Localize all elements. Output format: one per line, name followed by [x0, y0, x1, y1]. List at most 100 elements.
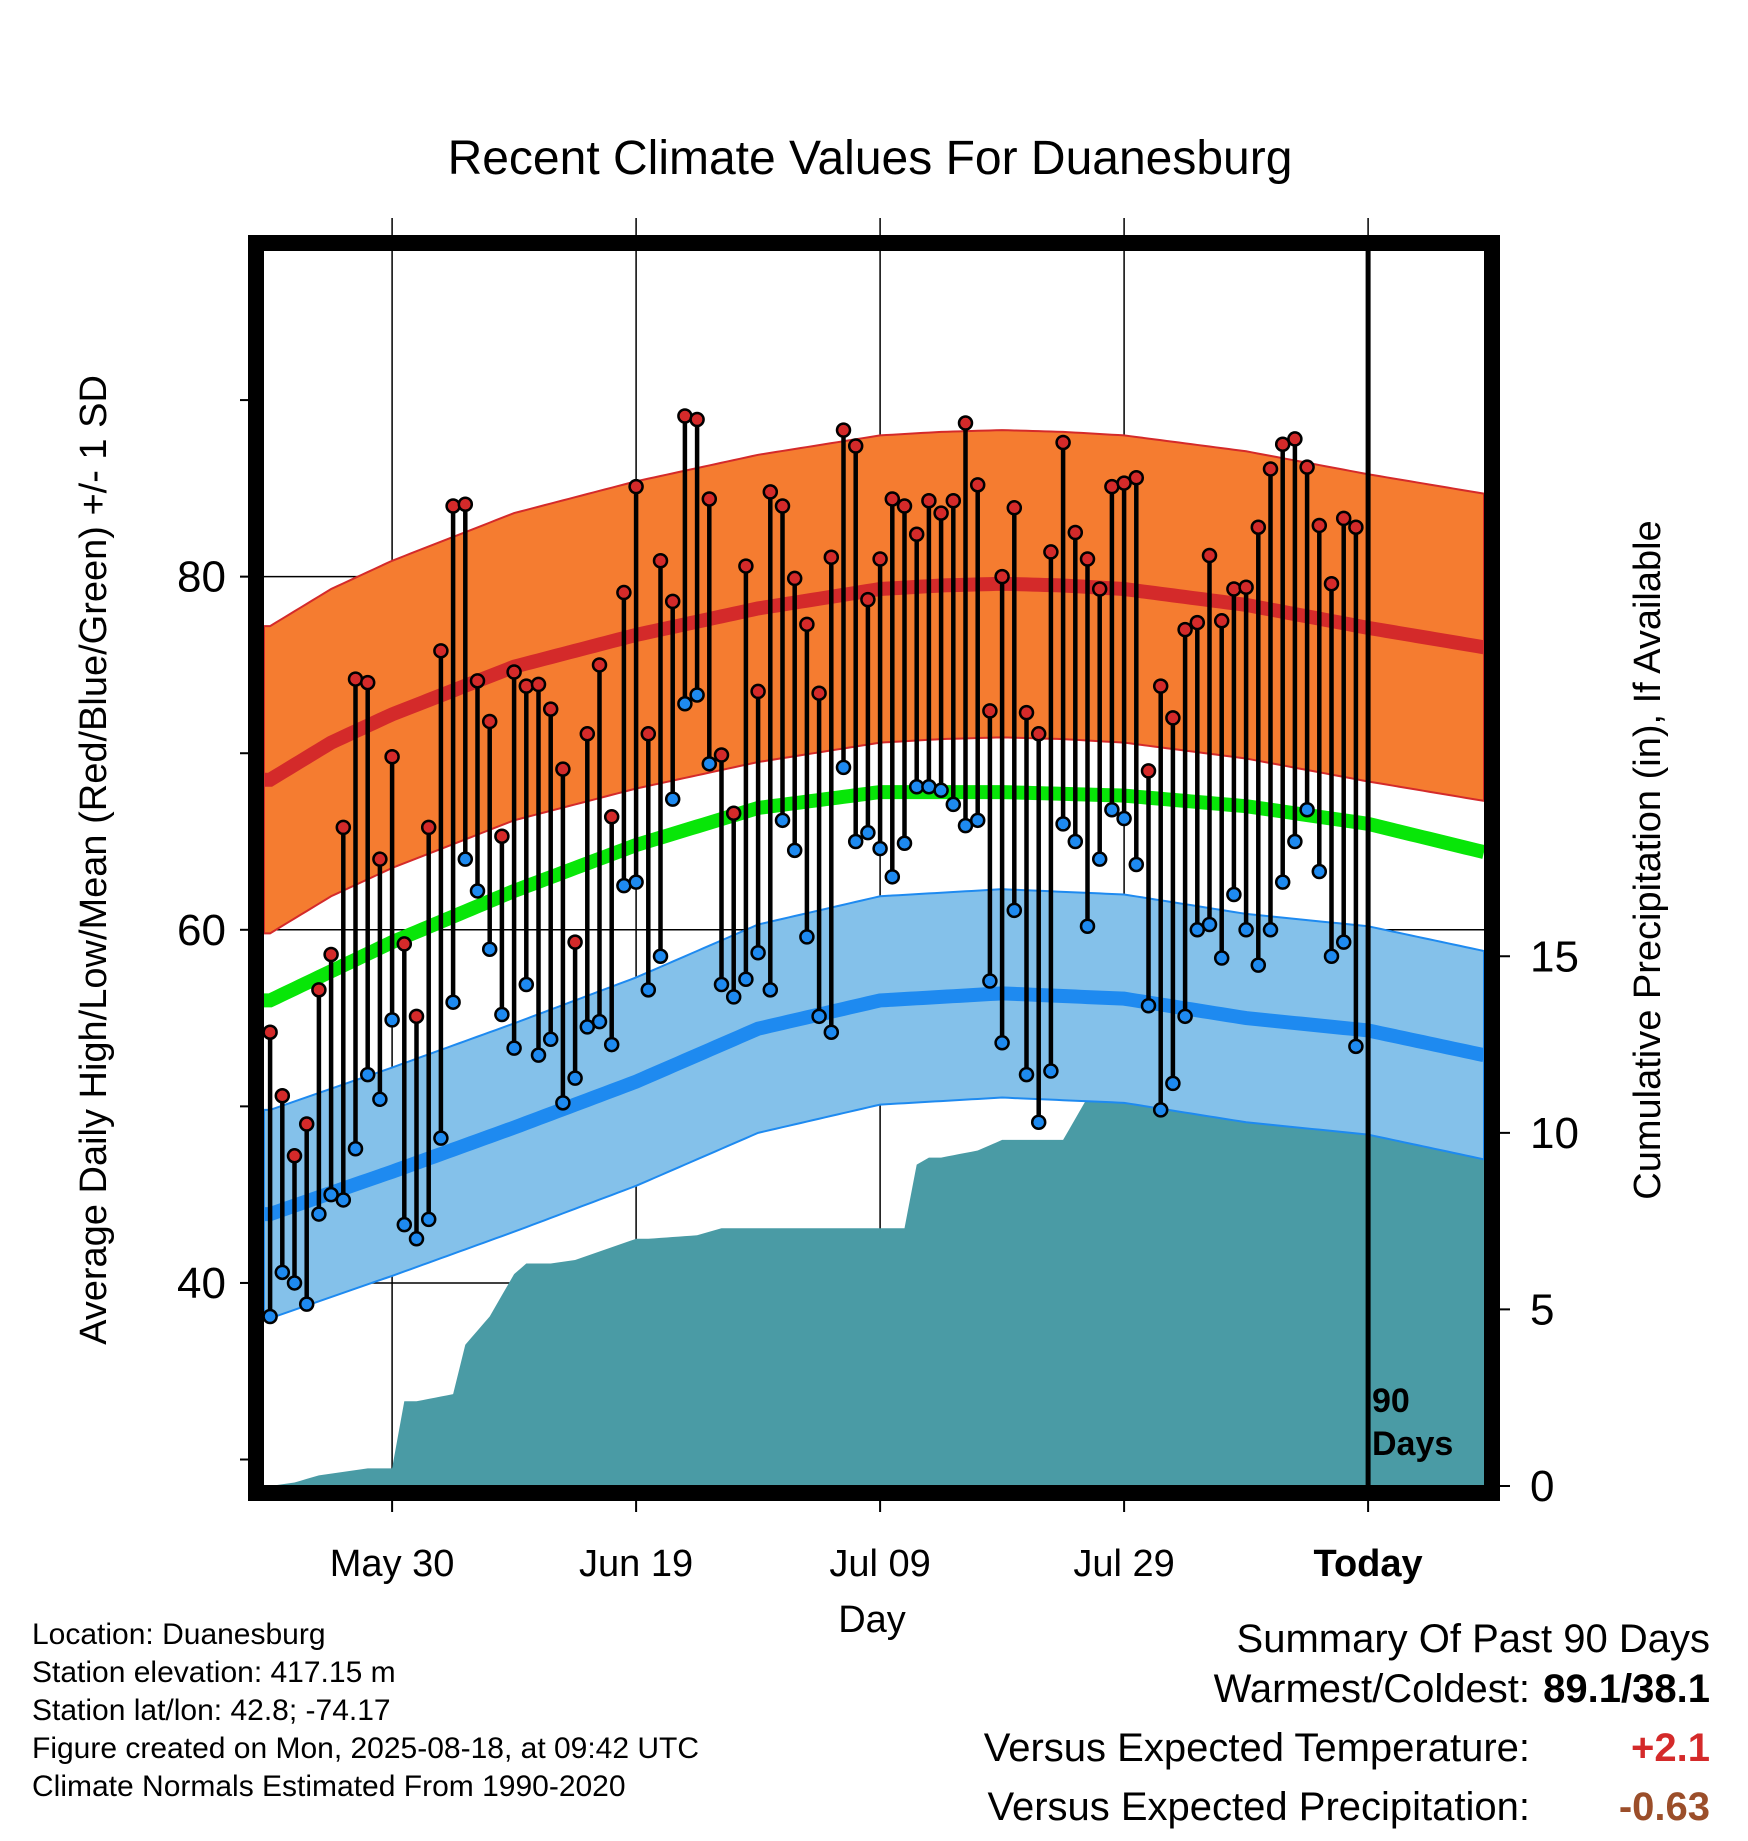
daily-low-point [262, 1308, 278, 1325]
daily-high-point [1140, 763, 1157, 779]
daily-low-point [945, 796, 962, 813]
daily-low-point [494, 1006, 510, 1023]
daily-high-point [579, 726, 596, 742]
daily-high-point [1262, 461, 1279, 477]
daily-low-point [872, 840, 888, 857]
daily-high-point [1311, 517, 1328, 534]
daily-high-point [1335, 510, 1352, 527]
daily-low-point [1030, 1114, 1047, 1131]
daily-high-point [628, 478, 644, 495]
daily-low-point [384, 1012, 400, 1028]
temp-departure-label: Versus Expected Temperature: [983, 1726, 1530, 1770]
daily-high-point [1043, 544, 1059, 560]
daily-low-point [786, 842, 803, 859]
daily-high-point [591, 657, 608, 673]
daily-high-point [1128, 470, 1145, 486]
x-tick-label: Jul 29 [1073, 1543, 1174, 1585]
daily-low-point [1201, 916, 1218, 933]
daily-low-point [1262, 922, 1279, 938]
normal-low-line [264, 986, 1484, 1222]
summary-title: Summary Of Past 90 Days [1236, 1617, 1710, 1661]
daily-low-point [823, 1024, 840, 1040]
daily-high-point [457, 496, 474, 513]
daily-low-point [396, 1216, 413, 1233]
daily-high-point [262, 1024, 278, 1040]
precip-departure-label: Versus Expected Precipitation: [987, 1785, 1530, 1829]
daily-high-point [933, 505, 949, 521]
daily-low-point [994, 1035, 1010, 1051]
daily-high-point [1177, 621, 1193, 638]
daily-low-point [469, 883, 486, 899]
daily-high-point [860, 591, 876, 608]
daily-low-point [652, 948, 669, 965]
daily-low-point [847, 833, 864, 850]
daily-low-point [1091, 851, 1108, 867]
daily-low-point [420, 1211, 437, 1228]
precip-departure-value: -0.63 [1618, 1785, 1710, 1829]
daily-high-point [957, 415, 974, 431]
daily-low-point [530, 1047, 547, 1063]
daily-low-point [335, 1192, 352, 1208]
normal-high-band [264, 429, 1484, 935]
daily-high-point [494, 828, 510, 844]
daily-low-point [506, 1040, 522, 1056]
daily-low-point [774, 812, 791, 829]
daily-low-point [408, 1231, 425, 1247]
daily-low-point [957, 817, 974, 834]
daily-high-point [616, 584, 632, 601]
x-tick-label: May 30 [330, 1543, 455, 1585]
daily-low-point [1311, 863, 1328, 880]
daily-low-point [835, 759, 852, 776]
daily-low-point [1104, 801, 1120, 818]
daily-low-point [1348, 1038, 1364, 1055]
daily-low-point [1043, 1063, 1059, 1079]
daily-low-point [664, 791, 681, 807]
daily-high-point [1055, 434, 1071, 451]
daily-low-point [969, 812, 986, 829]
daily-low-point [591, 1013, 608, 1030]
daily-low-point [1189, 922, 1206, 938]
daily-high-point [1201, 547, 1218, 564]
daily-high-point [689, 411, 705, 428]
daily-low-point [347, 1140, 364, 1157]
warmest-coldest-value: 89.1/38.1 [1543, 1667, 1710, 1711]
daily-low-point [689, 687, 705, 703]
daily-high-point [1091, 581, 1108, 597]
daily-high-point [1030, 726, 1047, 742]
daily-low-point [1274, 874, 1291, 890]
daily-high-point [1152, 678, 1169, 694]
daily-high-point [640, 726, 657, 742]
daily-low-point [359, 1066, 376, 1083]
y-tick-label-right: 0 [1530, 1462, 1554, 1511]
daily-high-point [1226, 581, 1242, 597]
daily-low-point [457, 851, 474, 867]
daily-low-point [518, 976, 535, 993]
daily-low-point [1323, 948, 1340, 965]
daily-high-point [725, 805, 742, 822]
daily-high-point [969, 477, 986, 493]
daily-low-point [701, 756, 718, 772]
y-tick-label-right: 15 [1530, 932, 1579, 981]
daily-low-point [896, 835, 913, 852]
daily-low-point [1055, 816, 1071, 832]
daily-high-point [1067, 524, 1084, 541]
info-elevation: Station elevation: 417.15 m [32, 1656, 396, 1689]
info-created: Figure created on Mon, 2025-08-18, at 09… [32, 1732, 700, 1765]
daily-low-point [762, 982, 779, 998]
daily-high-point [786, 570, 803, 587]
daily-low-point [628, 874, 644, 890]
daily-high-point [908, 526, 925, 543]
daily-low-point [1213, 950, 1230, 966]
info-latlon: Station lat/lon: 42.8; -74.17 [32, 1694, 391, 1727]
daily-high-point [359, 674, 376, 691]
daily-high-point [603, 809, 620, 825]
daily-low-point [311, 1206, 327, 1222]
daily-low-point [372, 1091, 388, 1108]
daily-low-point [640, 982, 657, 998]
daily-low-point [1250, 957, 1267, 973]
daily-high-point [835, 422, 852, 438]
x-axis-label: Day [838, 1599, 906, 1641]
daily-low-point [725, 989, 742, 1005]
daily-high-point [384, 749, 400, 765]
daily-high-point [469, 673, 486, 689]
